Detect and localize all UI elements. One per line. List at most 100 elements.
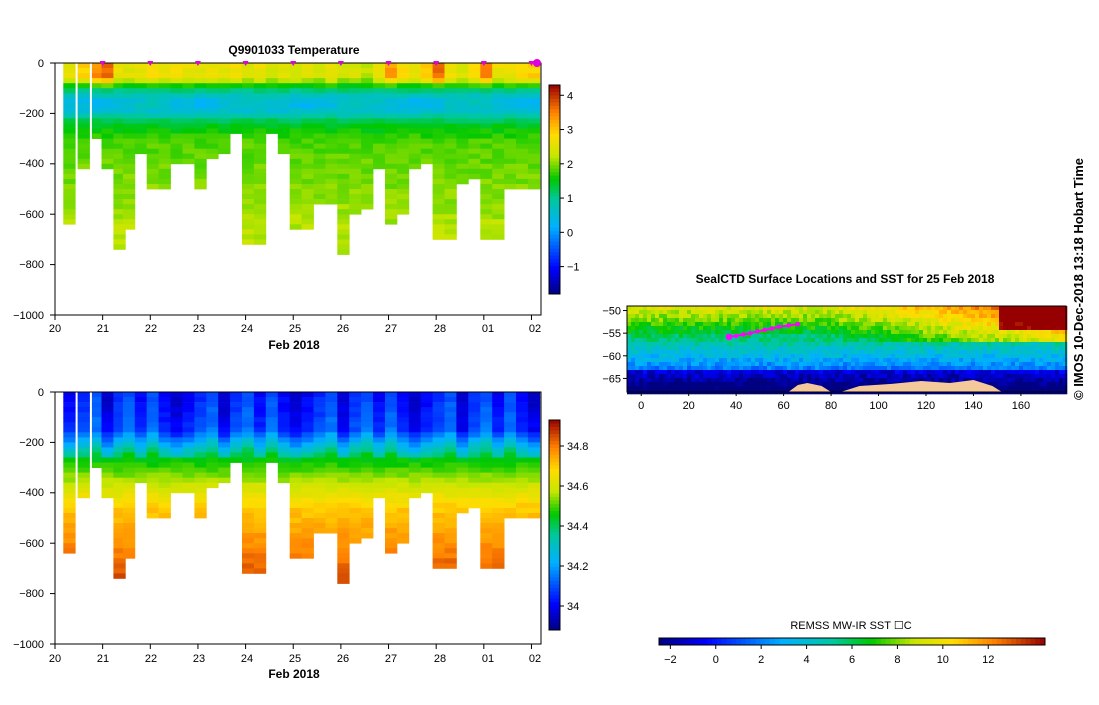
sst-cell [799,326,804,331]
sst-cell [1027,338,1032,343]
sst-cell [843,366,848,371]
section-cell [206,83,219,89]
sst-cell [1007,358,1012,363]
section-cell [468,128,481,134]
sst-cell [643,350,648,355]
sst-cell [915,330,920,335]
sst-cell [923,314,928,319]
section-cell [396,528,410,534]
section-cell [194,163,207,170]
sst-cell [1027,374,1032,379]
section-cell [325,447,338,453]
sst-cell [995,314,1000,319]
section-cell [122,63,136,69]
sst-cell [995,318,1000,323]
colorbar-segment [549,199,560,204]
sst-cell [755,306,760,311]
sst-cell [1007,386,1012,391]
section-cell [63,407,76,413]
section-cell [63,513,76,519]
sst-cell [675,330,680,335]
section-cell [289,88,302,94]
sst-cell [903,314,908,319]
sst-colorbar-segment [832,638,838,645]
sst-cell [651,314,656,319]
section-cell [504,407,517,413]
section-cell [242,224,255,230]
sst-cell [1015,334,1020,339]
section-cell [432,128,445,134]
section-cell [146,143,159,149]
section-cell [289,467,302,473]
section-cell [218,477,231,484]
sst-cell [683,310,688,315]
sst-cell [955,330,960,335]
land-patch [840,380,1002,392]
section-cell [122,204,136,210]
sst-cell [803,310,808,315]
sst-cell [947,354,952,359]
sst-cell [963,326,968,331]
sst-cell [703,346,708,351]
sst-cell [915,362,920,367]
section-cell [113,442,126,448]
section-cell [230,73,243,79]
section-cell [361,88,374,94]
section-cell [349,523,362,529]
sst-cell [1015,386,1020,391]
sst-cell [859,382,864,387]
sst-cell [959,374,964,379]
colorbar-segment [549,504,560,508]
sst-cell [1015,354,1020,359]
section-cell [63,184,76,190]
colorbar-segment [549,507,560,512]
sst-cell [675,318,680,323]
sst-cell [759,362,764,367]
sst-cell [943,366,948,371]
section-cell [325,73,338,79]
section-cell [265,93,279,99]
section-cell [206,402,219,408]
sst-cell [1007,366,1012,371]
sst-cell [1007,374,1012,379]
section-cell [289,128,302,134]
section-cell [361,528,374,534]
section-cell [122,502,136,509]
sst-cell [643,338,648,343]
sst-cell [743,366,748,371]
sst-cell [759,334,764,339]
sst-cell [739,322,744,327]
sst-cell [871,370,876,375]
sst-cell [959,378,964,383]
sst-cell [743,382,748,387]
section-cell [325,412,338,418]
sst-cell [683,342,688,347]
section-cell [158,93,171,99]
sst-colorbar-segment [818,638,824,645]
section-cell [527,437,541,443]
sst-cell [907,362,912,367]
section-cell [480,123,493,129]
sst-cell [1027,310,1032,315]
colorbar-segment [549,119,560,124]
sst-cell [791,382,796,387]
sst-cell [779,326,784,331]
sst-cell [823,370,828,375]
section-cell [432,563,445,569]
section-cell [101,153,114,160]
sst-cell [643,358,648,363]
sst-cell [755,370,760,375]
sst-cell [863,322,868,327]
section-cell [289,397,302,403]
colorbar-segment [549,165,560,169]
sst-cell [895,314,900,319]
sst-cell [767,378,772,383]
section-cell [182,123,195,129]
sst-cell [1003,350,1008,355]
section-cell [408,442,422,448]
sst-cell [847,306,852,311]
sst-cell [967,338,972,343]
sst-cell [775,318,780,323]
section-cell [77,407,90,413]
section-cell [289,108,302,114]
